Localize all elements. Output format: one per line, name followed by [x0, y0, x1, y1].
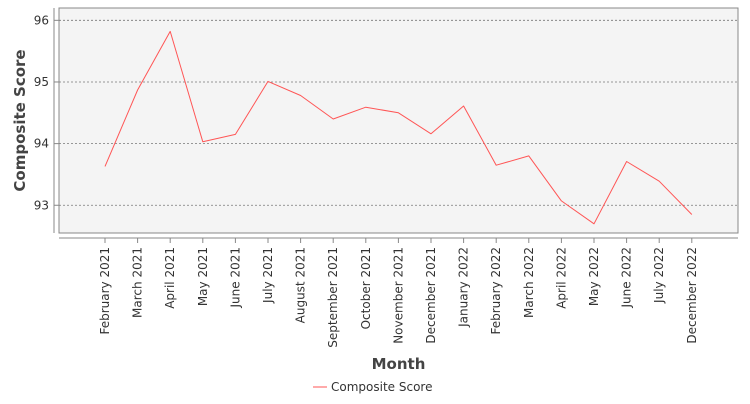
x-tick-label: March 2021 — [131, 247, 145, 318]
series-lines — [104, 30, 693, 225]
plot-area — [58, 7, 739, 234]
x-tick-label: July 2021 — [261, 247, 275, 304]
x-tick-label: November 2021 — [391, 247, 405, 344]
x-tick-label: February 2022 — [489, 247, 503, 335]
series-line — [104, 30, 693, 225]
x-axis-ticks: February 2021 March 2021 April 2021 May 202… — [98, 238, 699, 348]
x-tick-label: September 2021 — [326, 247, 340, 348]
x-tick-label: December 2022 — [685, 247, 699, 344]
y-tick-label: 95 — [34, 75, 49, 89]
x-tick-label: January 2022 — [457, 247, 471, 328]
legend: Composite Score — [313, 380, 432, 394]
y-tick-label: 93 — [34, 198, 49, 212]
x-tick-label: October 2021 — [359, 247, 373, 329]
y-axis-ticks: 93 94 95 96 — [34, 13, 59, 212]
gridlines — [59, 19, 738, 206]
x-tick-label: December 2021 — [424, 247, 438, 344]
x-tick-label: May 2021 — [196, 247, 210, 306]
x-tick-label: April 2021 — [163, 247, 177, 309]
legend-label: Composite Score — [331, 380, 432, 394]
y-tick-label: 94 — [34, 137, 49, 151]
y-axis-title: Composite Score — [11, 49, 29, 191]
x-axis-title: Month — [372, 355, 426, 373]
x-tick-label: July 2022 — [652, 247, 666, 304]
x-tick-label: June 2022 — [620, 247, 634, 309]
x-tick-label: August 2021 — [294, 247, 308, 323]
x-tick-label: March 2022 — [522, 247, 536, 318]
x-tick-label: February 2021 — [98, 247, 112, 335]
y-tick-label: 96 — [34, 13, 49, 27]
x-tick-label: April 2022 — [554, 247, 568, 309]
x-tick-label: June 2021 — [228, 247, 242, 309]
x-tick-label: May 2022 — [587, 247, 601, 306]
